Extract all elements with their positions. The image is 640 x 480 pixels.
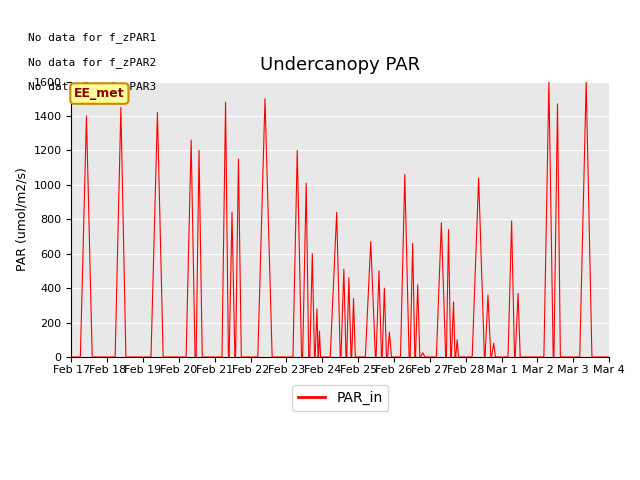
Legend: PAR_in: PAR_in — [292, 385, 388, 411]
Title: Undercanopy PAR: Undercanopy PAR — [260, 57, 420, 74]
Text: No data for f_zPAR3: No data for f_zPAR3 — [28, 82, 157, 93]
Y-axis label: PAR (umol/m2/s): PAR (umol/m2/s) — [15, 168, 28, 271]
Text: EE_met: EE_met — [74, 87, 125, 100]
Text: No data for f_zPAR1: No data for f_zPAR1 — [28, 32, 157, 43]
Text: No data for f_zPAR2: No data for f_zPAR2 — [28, 57, 157, 68]
